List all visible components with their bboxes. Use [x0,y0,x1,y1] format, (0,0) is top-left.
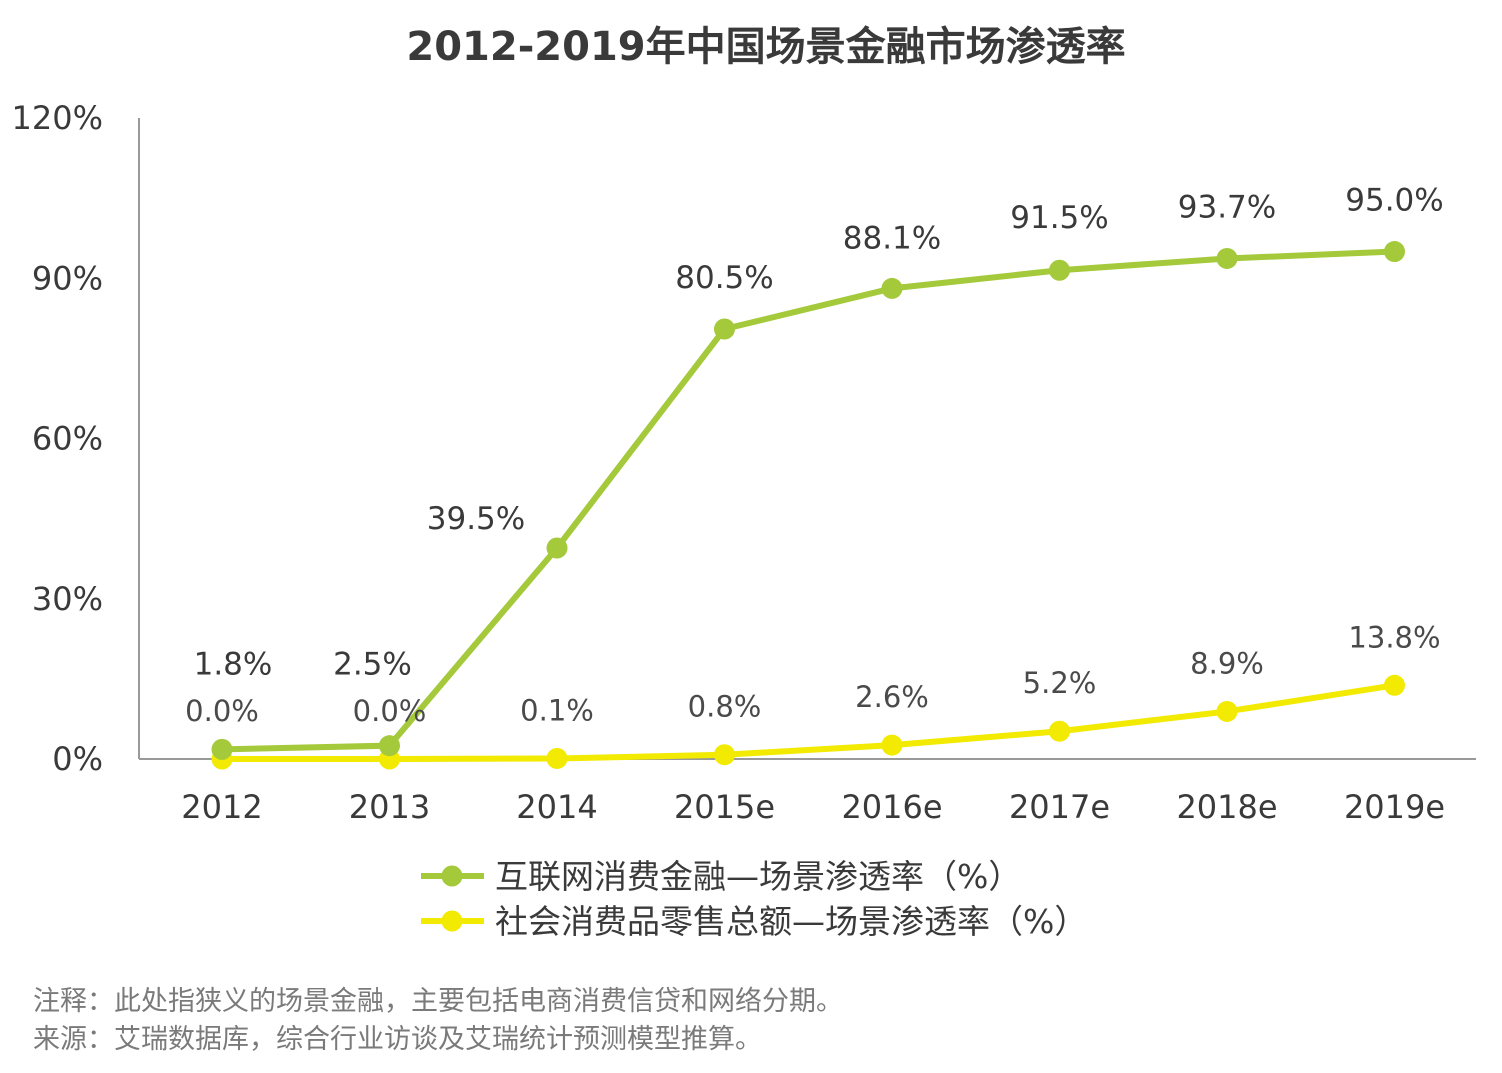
x-tick-label: 2014 [516,788,597,826]
legend-swatch-marker [441,910,463,932]
x-tick-label: 2016e [841,788,942,826]
data-point [546,747,568,769]
data-label: 1.8% [194,646,273,682]
x-axis-ticks: 2012 2013 2014 2015e 2016e 2017e 2018e 2019e [181,788,1445,826]
data-label: 95.0% [1345,183,1443,219]
data-point [379,735,400,757]
y-tick-label: 90% [32,259,103,297]
chart-notes: 注释：此处指狭义的场景金融，主要包括电商消费信贷和网络分期。来源：艾瑞数据库，综… [33,986,843,1055]
data-label: 0.0% [185,694,259,728]
footnote-source: 来源：艾瑞数据库，综合行业访谈及艾瑞统计预测模型推算。 [33,1024,762,1055]
data-point [714,744,735,766]
series-line [219,248,1398,753]
data-labels: 1.8% 2.5% 39.5% 80.5% 88.1% 91.5% 93.7% 95.0% 0.… [185,183,1444,728]
chart-title: 2012-2019年中国场景金融市场渗透率 [406,24,1125,70]
x-tick-label: 2013 [349,788,430,826]
data-label: 0.8% [688,690,762,724]
data-label: 0.1% [520,693,594,727]
legend-label: 互联网消费金融—场景渗透率（%） [495,857,1021,896]
y-tick-label: 60% [32,420,103,458]
y-tick-label: 120% [12,99,103,137]
data-label: 5.2% [1023,666,1097,700]
y-tick-label: 30% [32,580,103,618]
data-label: 2.6% [855,680,929,714]
data-label: 0.0% [353,694,427,728]
series-internet-consumer-finance [211,241,1405,760]
data-point [881,734,903,756]
data-label: 8.9% [1190,646,1264,680]
data-label: 91.5% [1010,200,1108,236]
data-point [1216,700,1238,722]
data-label: 93.7% [1178,189,1276,225]
data-point [546,537,568,559]
data-point [1049,259,1070,281]
legend: 互联网消费金融—场景渗透率（%） 社会消费品零售总额—场景渗透率（%） [421,857,1087,941]
x-tick-label: 2017e [1009,788,1110,826]
data-label: 88.1% [843,220,941,256]
legend-swatch-marker [441,865,463,887]
data-label: 2.5% [333,647,412,683]
legend-item: 互联网消费金融—场景渗透率（%） [421,857,1021,896]
data-point [211,738,233,760]
data-label: 13.8% [1348,620,1440,654]
data-point [1384,241,1405,263]
x-tick-label: 2012 [181,788,262,826]
footnote-note: 注释：此处指狭义的场景金融，主要包括电商消费信贷和网络分期。 [33,986,843,1017]
data-point [1216,247,1238,269]
data-label: 39.5% [427,501,525,537]
data-label: 80.5% [675,260,773,296]
data-point [1049,720,1070,742]
data-point [881,277,903,299]
y-axis-ticks: 0% 30% 60% 90% 120% [12,99,103,778]
x-tick-label: 2019e [1344,788,1445,826]
legend-label: 社会消费品零售总额—场景渗透率（%） [495,902,1087,941]
y-tick-label: 0% [52,740,103,778]
legend-item: 社会消费品零售总额—场景渗透率（%） [421,902,1087,941]
series-line [219,682,1398,762]
x-tick-label: 2018e [1176,788,1277,826]
x-tick-label: 2015e [674,788,775,826]
data-point [1384,674,1405,696]
data-point [714,318,735,340]
series-layer [211,241,1405,770]
